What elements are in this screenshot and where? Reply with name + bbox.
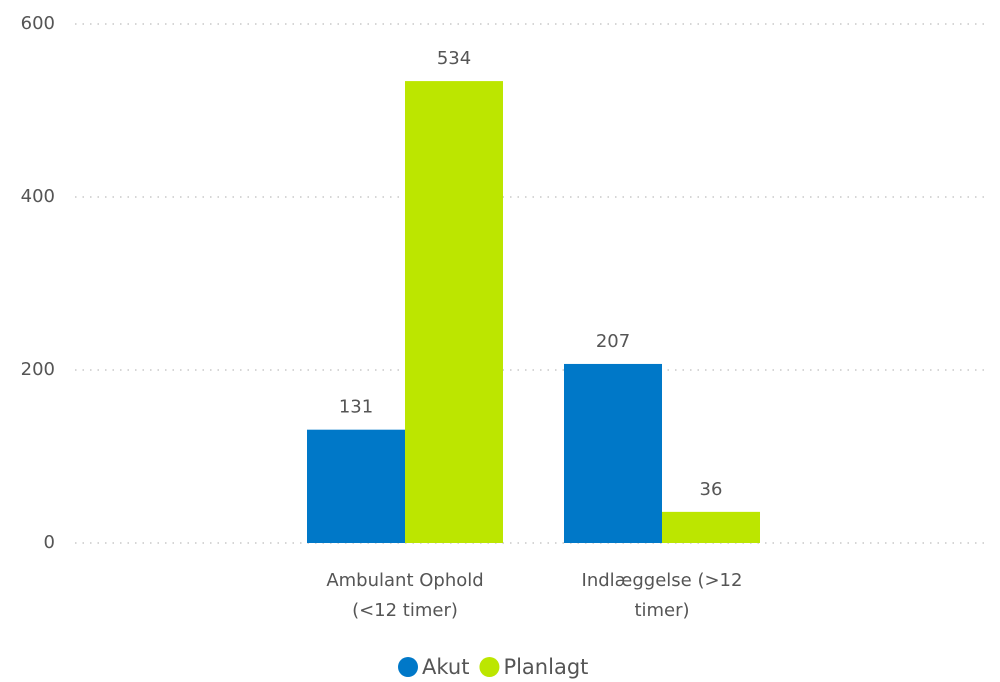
bar <box>564 363 662 543</box>
legend-marker <box>398 657 418 677</box>
y-tick-label: 600 <box>21 13 55 34</box>
x-tick-label: Ambulant Ophold (<12 timer) <box>326 570 484 621</box>
bar <box>405 81 503 543</box>
legend-label: Akut <box>422 655 469 679</box>
bar <box>307 429 405 543</box>
data-label: 207 <box>596 331 630 352</box>
data-label: 534 <box>437 48 471 69</box>
y-tick-label: 200 <box>21 359 55 380</box>
y-tick-label: 400 <box>21 186 55 207</box>
bar <box>662 511 760 543</box>
y-tick-label: 0 <box>44 532 55 553</box>
data-label: 131 <box>339 397 373 418</box>
x-tick-label: Indlæggelse (>12 timer) <box>581 570 743 621</box>
legend-marker <box>479 657 500 677</box>
legend-label: Planlagt <box>503 655 588 679</box>
data-label: 36 <box>700 479 723 500</box>
